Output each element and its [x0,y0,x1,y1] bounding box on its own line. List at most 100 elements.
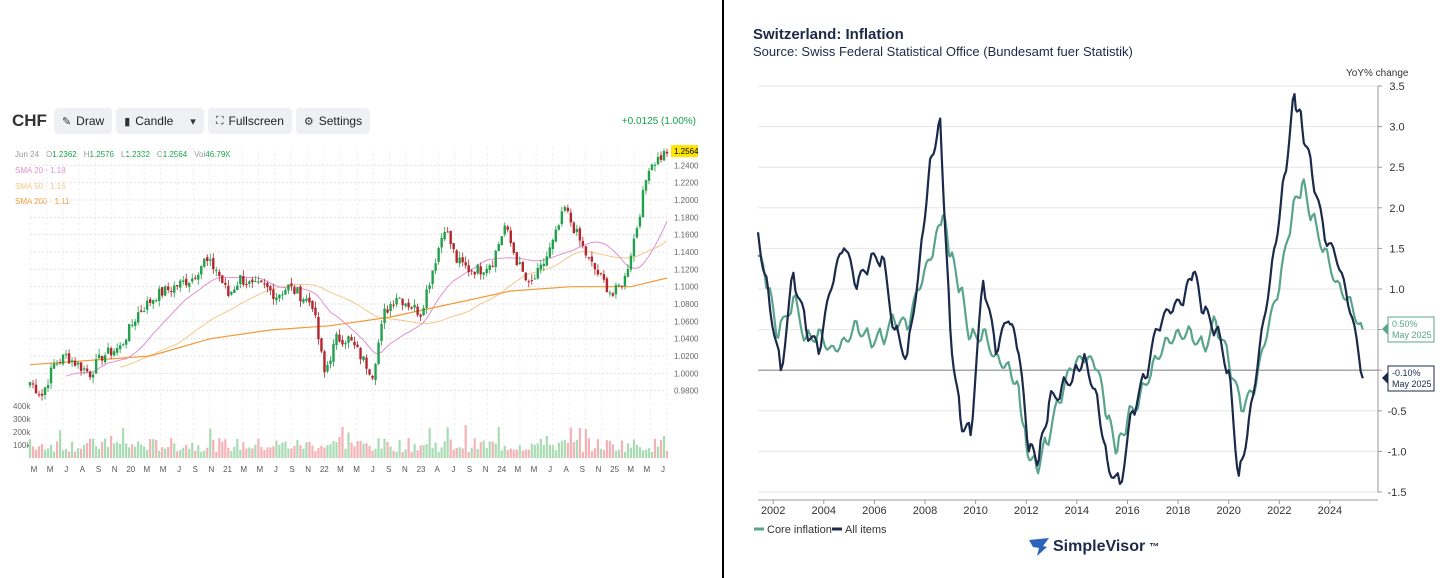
volume-bar [644,449,648,458]
volume-bar [251,448,254,458]
candle-body [440,237,443,248]
all-items-callout-box [1387,365,1435,392]
candle-body [551,239,555,249]
candle-body [115,348,119,353]
volume-bar [212,439,215,458]
candle-body [218,271,221,276]
volume-bar [365,443,368,458]
fullscreen-label: Fullscreen [228,114,284,128]
candle-body [55,363,59,365]
candle-body [79,362,83,371]
candle-body [263,283,266,285]
candle-body [136,312,140,323]
series-line-core-inflation [757,178,1364,475]
candle-body [539,264,543,270]
y-tick-label: -1.5 [1388,487,1407,499]
volume-bar [536,443,539,458]
volume-bar [257,438,260,458]
x-tick-label: 2008 [913,505,937,517]
volume-bar [491,441,494,458]
volume-bar [272,446,275,458]
volume-bar [58,430,62,458]
y-tick-label: 1.2200 [674,179,699,188]
volume-bar [437,451,440,458]
candle-body [151,300,155,304]
y-tick-label: 0.9800 [674,387,699,396]
candle-body [443,231,446,240]
volume-bar [140,444,143,458]
sma200-legend: SMA 200 · 1.11 [15,197,70,206]
draw-button[interactable]: ✎ Draw [53,108,113,134]
volume-bar [176,451,179,458]
volume-bar [164,448,167,458]
volume-bar [383,438,386,458]
candle-body [158,288,161,302]
settings-button[interactable]: ⚙ Settings [295,108,371,134]
candle-body [359,347,362,360]
candle-body [452,243,455,250]
volume-bar [590,451,593,458]
candle-body [665,151,669,154]
volume-bar [578,428,581,458]
volume-bar [431,447,434,458]
candle-body [179,280,182,288]
volume-bar [356,440,359,458]
volume-bar [362,443,365,458]
candle-body [545,256,549,266]
candle-body [356,344,359,348]
volume-bar [308,441,311,458]
volume-bar [79,448,83,458]
volume-bar [548,444,551,458]
pencil-icon: ✎ [61,115,72,128]
candle-body [422,307,425,316]
candle-body [455,250,458,263]
candle-body [230,291,233,295]
candle-body [239,275,242,285]
candle-body [94,359,98,374]
candle-body [518,262,521,264]
core-callout-date: May 2025 [1392,330,1432,340]
candle-body [548,247,552,258]
volume-bar [149,439,152,458]
sma50-legend: SMA 50 · 1.16 [15,182,66,191]
volume-bar [188,448,191,458]
volume-bar [551,445,554,458]
low-value: 1.2332 [125,150,150,159]
candle-body [91,374,95,378]
candle-body [254,280,257,283]
volume-bar [635,444,639,458]
candle-body [467,265,470,273]
candle-body [332,343,335,362]
volume-tick-label: 400k [13,402,31,411]
candle-body [203,258,206,267]
volume-bar [641,450,645,458]
volume-bar [323,447,326,458]
high-key: H [83,150,90,159]
volume-bar [43,449,47,458]
candle-body [638,216,642,227]
candle-body [512,242,515,253]
x-tick-label: N [596,465,602,474]
ohlc-date: Jun 24 [15,150,40,159]
candle-body [491,265,494,267]
volume-bar [413,444,416,458]
volume-bar [167,447,170,458]
fullscreen-button[interactable]: ⛶ Fullscreen [207,108,292,134]
candle-body [500,236,503,246]
candle-body [28,382,32,386]
volume-bar [170,438,173,458]
candle-dropdown[interactable]: ▮ Candle ▾ [116,108,204,134]
volume-bar [527,449,530,458]
volume-bar [107,447,110,458]
x-tick-label: 25 [610,465,619,474]
candle-body [449,230,452,244]
series-line-all-items [756,92,1364,485]
x-tick-label: M [47,465,54,474]
candle-body [605,278,609,293]
candle-body [100,355,104,361]
candlestick-panel: CHF ✎ Draw ▮ Candle ▾ ⛶ Fullscreen ⚙ Set… [0,0,722,578]
volume-bar [419,445,422,458]
candle-body [524,272,527,281]
volume-bar [200,451,203,458]
volume-bar [665,450,669,458]
